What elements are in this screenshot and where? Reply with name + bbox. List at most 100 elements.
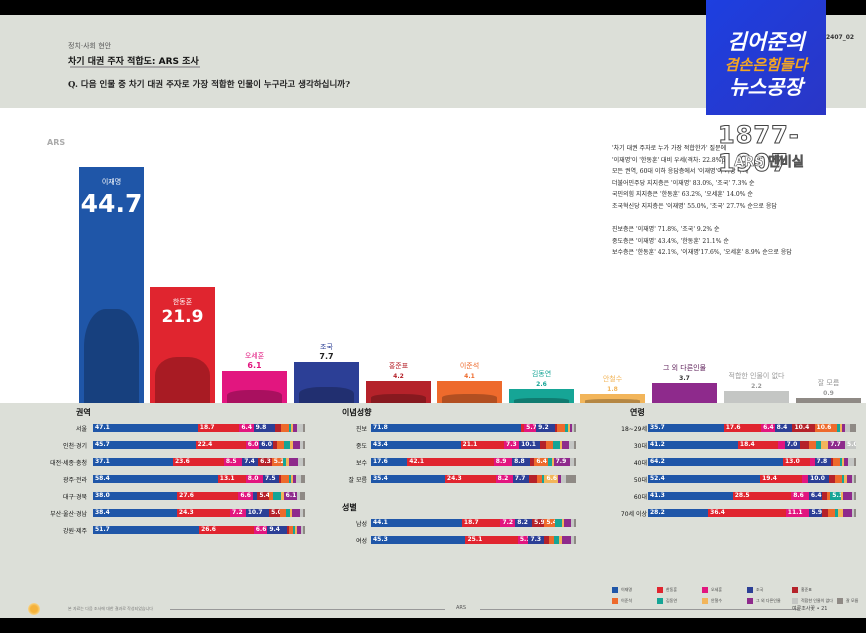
legend-item: 잘 모름 [837,598,858,604]
bar-candidate-name: 조국 [320,343,333,352]
bar-segment: 7.7 [512,475,529,483]
bar-segment [275,424,281,432]
footer-divider-right [480,609,800,610]
bar-segment: 6.6 [544,475,559,483]
bar-segment: 10.6 [814,424,838,432]
stacked-bar-row: 71.8 5.7 9.2 [371,424,576,432]
bar-segment [574,441,577,449]
section-label: 정치·사회 현안 [68,42,112,50]
summary-line: 국민의힘 지지층은 '한동훈' 63.2%, '오세훈' 14.0% 순 [612,191,753,198]
bar-segment [842,458,845,466]
bar-segment: 8.5 [223,458,243,466]
bar-segment: 6.0 [245,441,260,449]
bar-segment: 9.4 [267,526,287,534]
bar-segment: 8.8 [512,458,531,466]
bar-segment [854,509,857,517]
bar-4 [366,380,431,403]
bar-segment [555,519,562,527]
bar-segment [546,441,554,449]
bar-segment [303,441,306,449]
bar-segment: 25.1 [465,536,518,544]
bar-segment [842,492,852,500]
bar-segment: 9.2 [536,424,556,432]
row-label: 18~29세 [621,426,647,433]
sun-logo-icon [28,603,40,615]
bar-segment [300,492,305,500]
page-title: 차기 대권 주자 적합도: ARS 조사 [68,57,199,67]
bar-segment [830,458,834,466]
bar-segment: 26.6 [199,526,254,534]
bar-segment: 5.0 [845,441,856,449]
bar-segment: 5.4 [257,492,270,500]
bar-segment: 7.7 [828,441,846,449]
stacked-bar-row: 41.2 18.4 7.0 7.7 5.0 [648,441,856,449]
bar-segment [837,424,841,432]
bar-segment: 21.1 [460,441,505,449]
summary-line: 조국혁신당 지지층은 '이재명' 55.0%, '조국' 27.7% 순으로 응… [612,202,777,210]
bar-segment [293,475,297,483]
bar-segment [842,424,846,432]
bar-value: 7.7 [319,352,334,362]
bar-segment [303,458,305,466]
bar-segment [289,441,293,449]
legend: 이재명 한동훈 오세훈 조국 홍준표 이준석 김동연 안철수 그 외 다른인물 적합한 인물이 없… [612,587,862,609]
bar-segment [301,526,304,534]
row-label: 40대 [633,460,647,467]
bar-segment [292,424,298,432]
bar-segment: 51.7 [93,526,200,534]
bar-segment [277,441,284,449]
bar-segment: 7.5 [262,475,279,483]
bar-segment [300,475,305,483]
bar-value: 6.1 [247,360,262,370]
bar-3 [294,362,359,403]
breakdown-title: 연령 [630,408,645,417]
bar-segment [539,441,547,449]
bar-segment [801,475,809,483]
bar-segment [296,526,302,534]
bar-segment [573,536,576,544]
bar-candidate-name: 한동훈 [172,298,193,307]
bar-segment: 35.4 [371,475,445,483]
summary-line: '이재명'이 '한동훈' 대비 우세(격차: 22.8%p) [612,156,728,164]
bar-segment [288,526,293,534]
bar-segment [272,492,282,500]
portrait-photo [155,356,210,403]
bar-segment [559,536,563,544]
bar-segment: 8.0 [245,475,263,483]
bar-segment [568,441,575,449]
bar-segment: 7.8 [814,458,831,466]
bar-segment: 17.6 [371,458,408,466]
bar-segment [559,441,562,449]
stacked-bar-row: 17.6 42.1 8.9 8.8 6.4 7.9 [371,458,577,466]
legend-label: 오세훈 [711,587,723,592]
stacked-bar-row: 35.4 24.3 8.2 7.7 6.6 [371,475,576,483]
bar-9 [724,391,789,403]
bar-segment [834,509,839,517]
bar-segment [852,475,854,483]
bar-segment [554,536,560,544]
breakdown-title: 성별 [342,503,357,512]
bar-segment [551,458,554,466]
legend-swatch [657,587,663,593]
bar-segment [303,526,306,534]
bar-segment [849,424,857,432]
bar-segment [844,475,847,483]
bar-segment: 24.3 [176,509,230,517]
bar-segment [297,458,303,466]
footer-center-label: ARS [456,605,467,611]
bar-segment [574,458,577,466]
bar-segment: 22.4 [195,441,246,449]
legend-swatch [747,587,753,593]
bar-value: 2.2 [751,383,762,391]
bar-segment: 52.4 [648,475,761,483]
legend-label: 한동훈 [666,587,678,592]
bar-candidate-name: 이준석 [459,362,480,371]
bar-segment: 36.4 [708,509,786,517]
bar-segment: 35.7 [648,424,724,432]
bar-segment: 23.6 [172,458,224,466]
stacked-bar-row: 45.7 22.4 6.0 6.0 [93,441,306,449]
row-label: 잘 모름 [348,477,367,484]
bar-segment [547,458,552,466]
legend-swatch [792,598,798,604]
bar-8 [652,383,717,403]
